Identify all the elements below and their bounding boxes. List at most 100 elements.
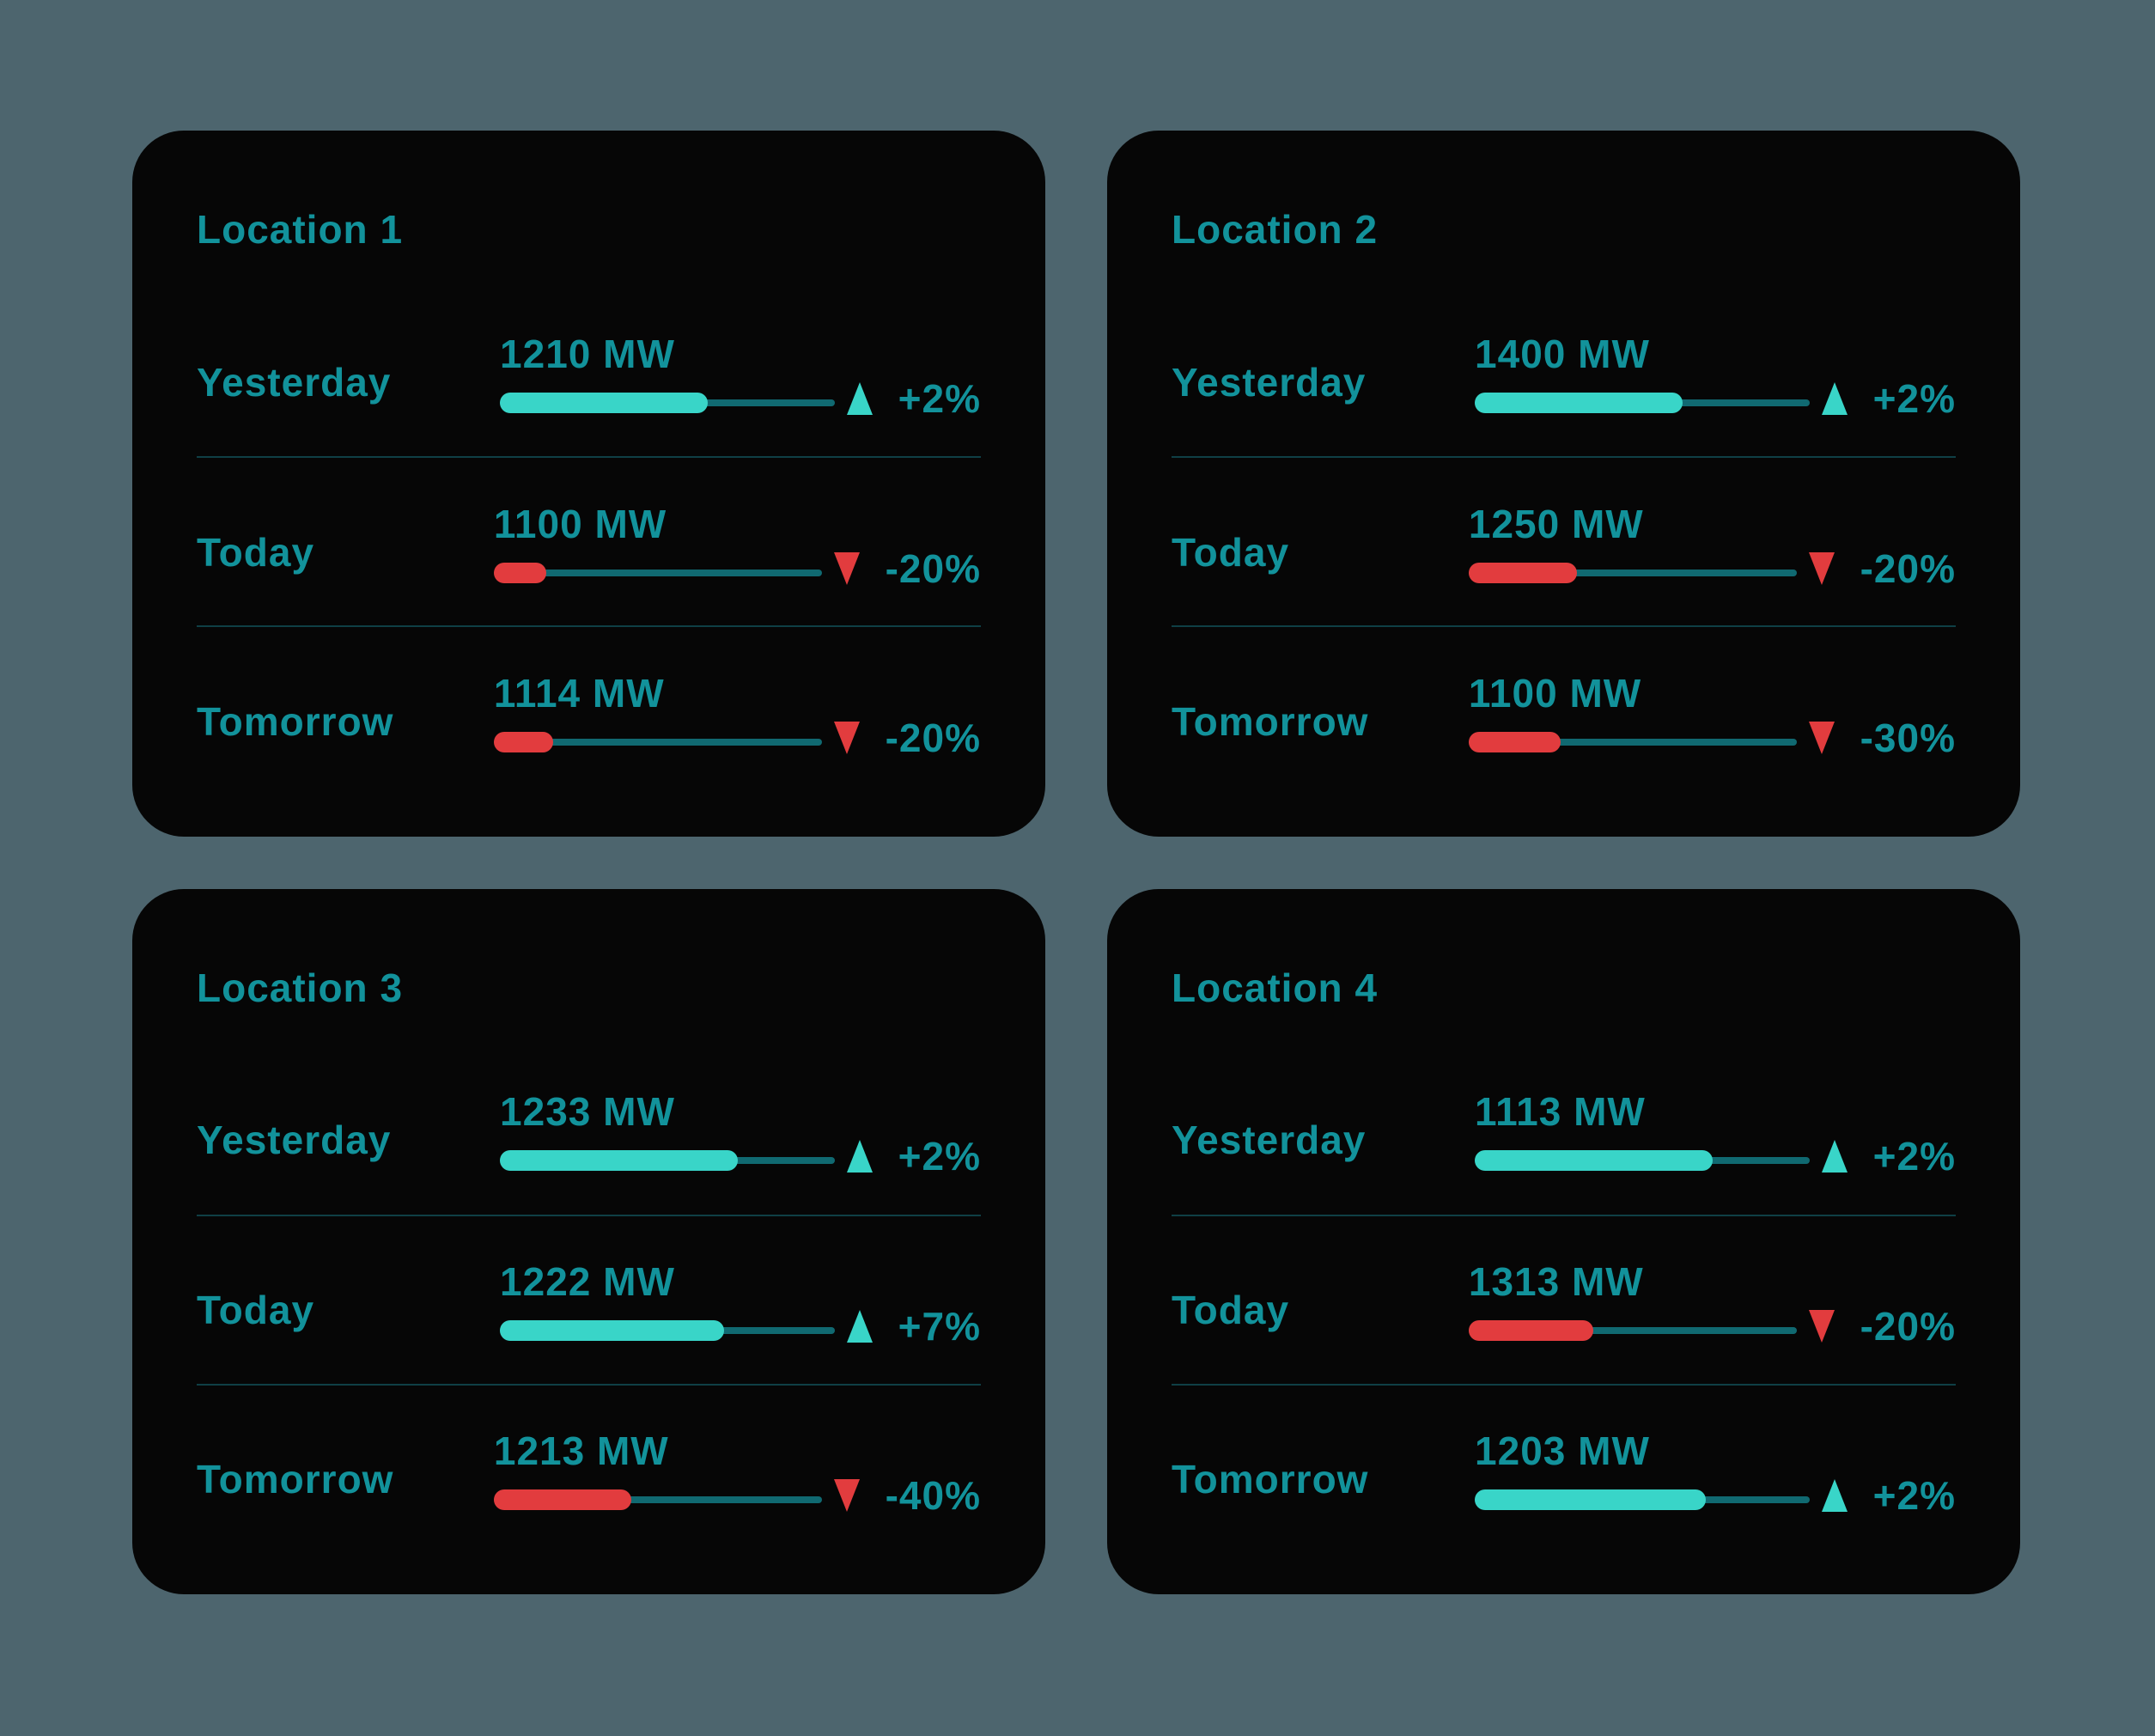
power-value: 1400 MW bbox=[1475, 331, 1650, 376]
triangle-up-icon bbox=[846, 1140, 873, 1173]
change-percent: +2% bbox=[1872, 1134, 1956, 1179]
row-label: Tomorrow bbox=[1172, 1457, 1369, 1501]
trend-indicator: +2% bbox=[846, 1133, 981, 1179]
forecast-rows: Yesterday 1233 MW +2% Today 1222 MW bbox=[197, 1045, 981, 1553]
forecast-row: Today 1250 MW -20% bbox=[1172, 456, 1956, 625]
triangle-down-icon bbox=[1808, 551, 1835, 585]
triangle-down-icon bbox=[1808, 1310, 1835, 1343]
power-meter: 1233 MW bbox=[500, 1088, 835, 1171]
progress-track bbox=[493, 569, 822, 576]
forecast-row: Tomorrow 1203 MW +2% bbox=[1172, 1383, 1956, 1553]
progress-bar bbox=[493, 562, 822, 583]
power-value: 1250 MW bbox=[1468, 501, 1644, 546]
trend-indicator: +2% bbox=[1821, 1133, 1956, 1179]
row-label: Yesterday bbox=[197, 359, 392, 405]
progress-fill bbox=[493, 1489, 632, 1510]
trend-indicator: -40% bbox=[833, 1472, 981, 1519]
triangle-down-icon bbox=[833, 721, 860, 754]
power-value: 1100 MW bbox=[493, 501, 667, 546]
power-value: 1222 MW bbox=[500, 1259, 675, 1304]
forecast-row: Tomorrow 1100 MW -30% bbox=[1172, 625, 1956, 795]
change-percent: -20% bbox=[1860, 545, 1956, 591]
power-meter: 1250 MW bbox=[1468, 501, 1797, 583]
progress-fill bbox=[500, 392, 708, 413]
trend-indicator: -20% bbox=[833, 715, 981, 761]
card-title: Location 4 bbox=[1172, 965, 1379, 1010]
forecast-row: Today 1313 MW -20% bbox=[1172, 1214, 1956, 1384]
progress-fill bbox=[500, 1320, 725, 1341]
power-value: 1114 MW bbox=[493, 670, 665, 716]
trend-indicator: -20% bbox=[1808, 545, 1956, 592]
progress-fill bbox=[493, 731, 553, 752]
progress-bar bbox=[1475, 1489, 1810, 1510]
progress-track bbox=[493, 738, 822, 746]
location-card: Location 1 Yesterday 1210 MW +2% Today bbox=[132, 131, 1045, 837]
trend-indicator: +2% bbox=[1821, 1472, 1956, 1519]
change-percent: -30% bbox=[1860, 715, 1956, 760]
progress-fill bbox=[1468, 562, 1577, 583]
location-card: Location 4 Yesterday 1113 MW +2% Today bbox=[1107, 888, 2020, 1594]
row-label: Tomorrow bbox=[197, 698, 394, 744]
progress-fill bbox=[1475, 1489, 1706, 1510]
power-value: 1213 MW bbox=[493, 1428, 669, 1473]
power-meter: 1100 MW bbox=[493, 501, 822, 583]
forecast-rows: Yesterday 1210 MW +2% Today 1100 MW bbox=[197, 287, 981, 795]
change-percent: -20% bbox=[1860, 1304, 1956, 1349]
power-meter: 1222 MW bbox=[500, 1258, 835, 1341]
power-meter: 1313 MW bbox=[1468, 1258, 1797, 1341]
change-percent: +7% bbox=[898, 1304, 981, 1349]
power-meter: 1213 MW bbox=[493, 1428, 822, 1510]
power-value: 1313 MW bbox=[1468, 1259, 1644, 1304]
progress-bar bbox=[1475, 1150, 1810, 1171]
progress-bar bbox=[500, 392, 835, 413]
change-percent: -20% bbox=[885, 545, 981, 591]
power-value: 1210 MW bbox=[500, 331, 675, 376]
triangle-up-icon bbox=[1821, 1479, 1848, 1512]
triangle-up-icon bbox=[1821, 381, 1848, 415]
trend-indicator: +2% bbox=[846, 375, 981, 422]
progress-track bbox=[1468, 1327, 1797, 1334]
trend-indicator: +7% bbox=[846, 1303, 981, 1349]
progress-bar bbox=[500, 1150, 835, 1171]
forecast-rows: Yesterday 1113 MW +2% Today 1313 MW bbox=[1172, 1045, 1956, 1553]
progress-bar bbox=[1468, 562, 1797, 583]
change-percent: +2% bbox=[1872, 1473, 1956, 1518]
row-label: Tomorrow bbox=[1172, 698, 1369, 744]
triangle-down-icon bbox=[1808, 721, 1835, 754]
progress-bar bbox=[500, 1320, 835, 1341]
triangle-down-icon bbox=[833, 1479, 860, 1512]
power-meter: 1210 MW bbox=[500, 331, 835, 413]
row-label: Yesterday bbox=[1172, 359, 1367, 405]
power-value: 1100 MW bbox=[1468, 670, 1642, 716]
power-value: 1113 MW bbox=[1475, 1089, 1646, 1134]
progress-track bbox=[1468, 569, 1797, 576]
forecast-row: Yesterday 1210 MW +2% bbox=[197, 287, 981, 456]
power-meter: 1203 MW bbox=[1475, 1428, 1810, 1510]
row-label: Today bbox=[197, 1288, 315, 1332]
change-percent: +2% bbox=[1872, 375, 1956, 421]
progress-bar bbox=[1468, 731, 1797, 752]
forecast-row: Yesterday 1113 MW +2% bbox=[1172, 1045, 1956, 1215]
power-meter: 1400 MW bbox=[1475, 331, 1810, 413]
triangle-down-icon bbox=[833, 551, 860, 585]
forecast-row: Tomorrow 1213 MW -40% bbox=[197, 1383, 981, 1553]
progress-fill bbox=[1475, 392, 1683, 413]
triangle-up-icon bbox=[846, 381, 873, 415]
forecast-row: Yesterday 1400 MW +2% bbox=[1172, 287, 1956, 456]
forecast-row: Yesterday 1233 MW +2% bbox=[197, 1045, 981, 1215]
change-percent: -40% bbox=[885, 1473, 981, 1518]
forecast-row: Today 1222 MW +7% bbox=[197, 1214, 981, 1384]
forecast-rows: Yesterday 1400 MW +2% Today 1250 MW bbox=[1172, 287, 1956, 795]
row-label: Today bbox=[197, 529, 315, 575]
triangle-up-icon bbox=[846, 1310, 873, 1343]
power-meter: 1100 MW bbox=[1468, 670, 1797, 752]
card-title: Location 1 bbox=[197, 207, 404, 252]
card-title: Location 3 bbox=[197, 965, 404, 1010]
row-label: Today bbox=[1172, 1288, 1290, 1332]
forecast-row: Tomorrow 1114 MW -20% bbox=[197, 625, 981, 795]
change-percent: +2% bbox=[898, 375, 981, 421]
progress-fill bbox=[1468, 731, 1561, 752]
change-percent: +2% bbox=[898, 1134, 981, 1179]
progress-fill bbox=[493, 562, 546, 583]
progress-fill bbox=[500, 1150, 738, 1171]
